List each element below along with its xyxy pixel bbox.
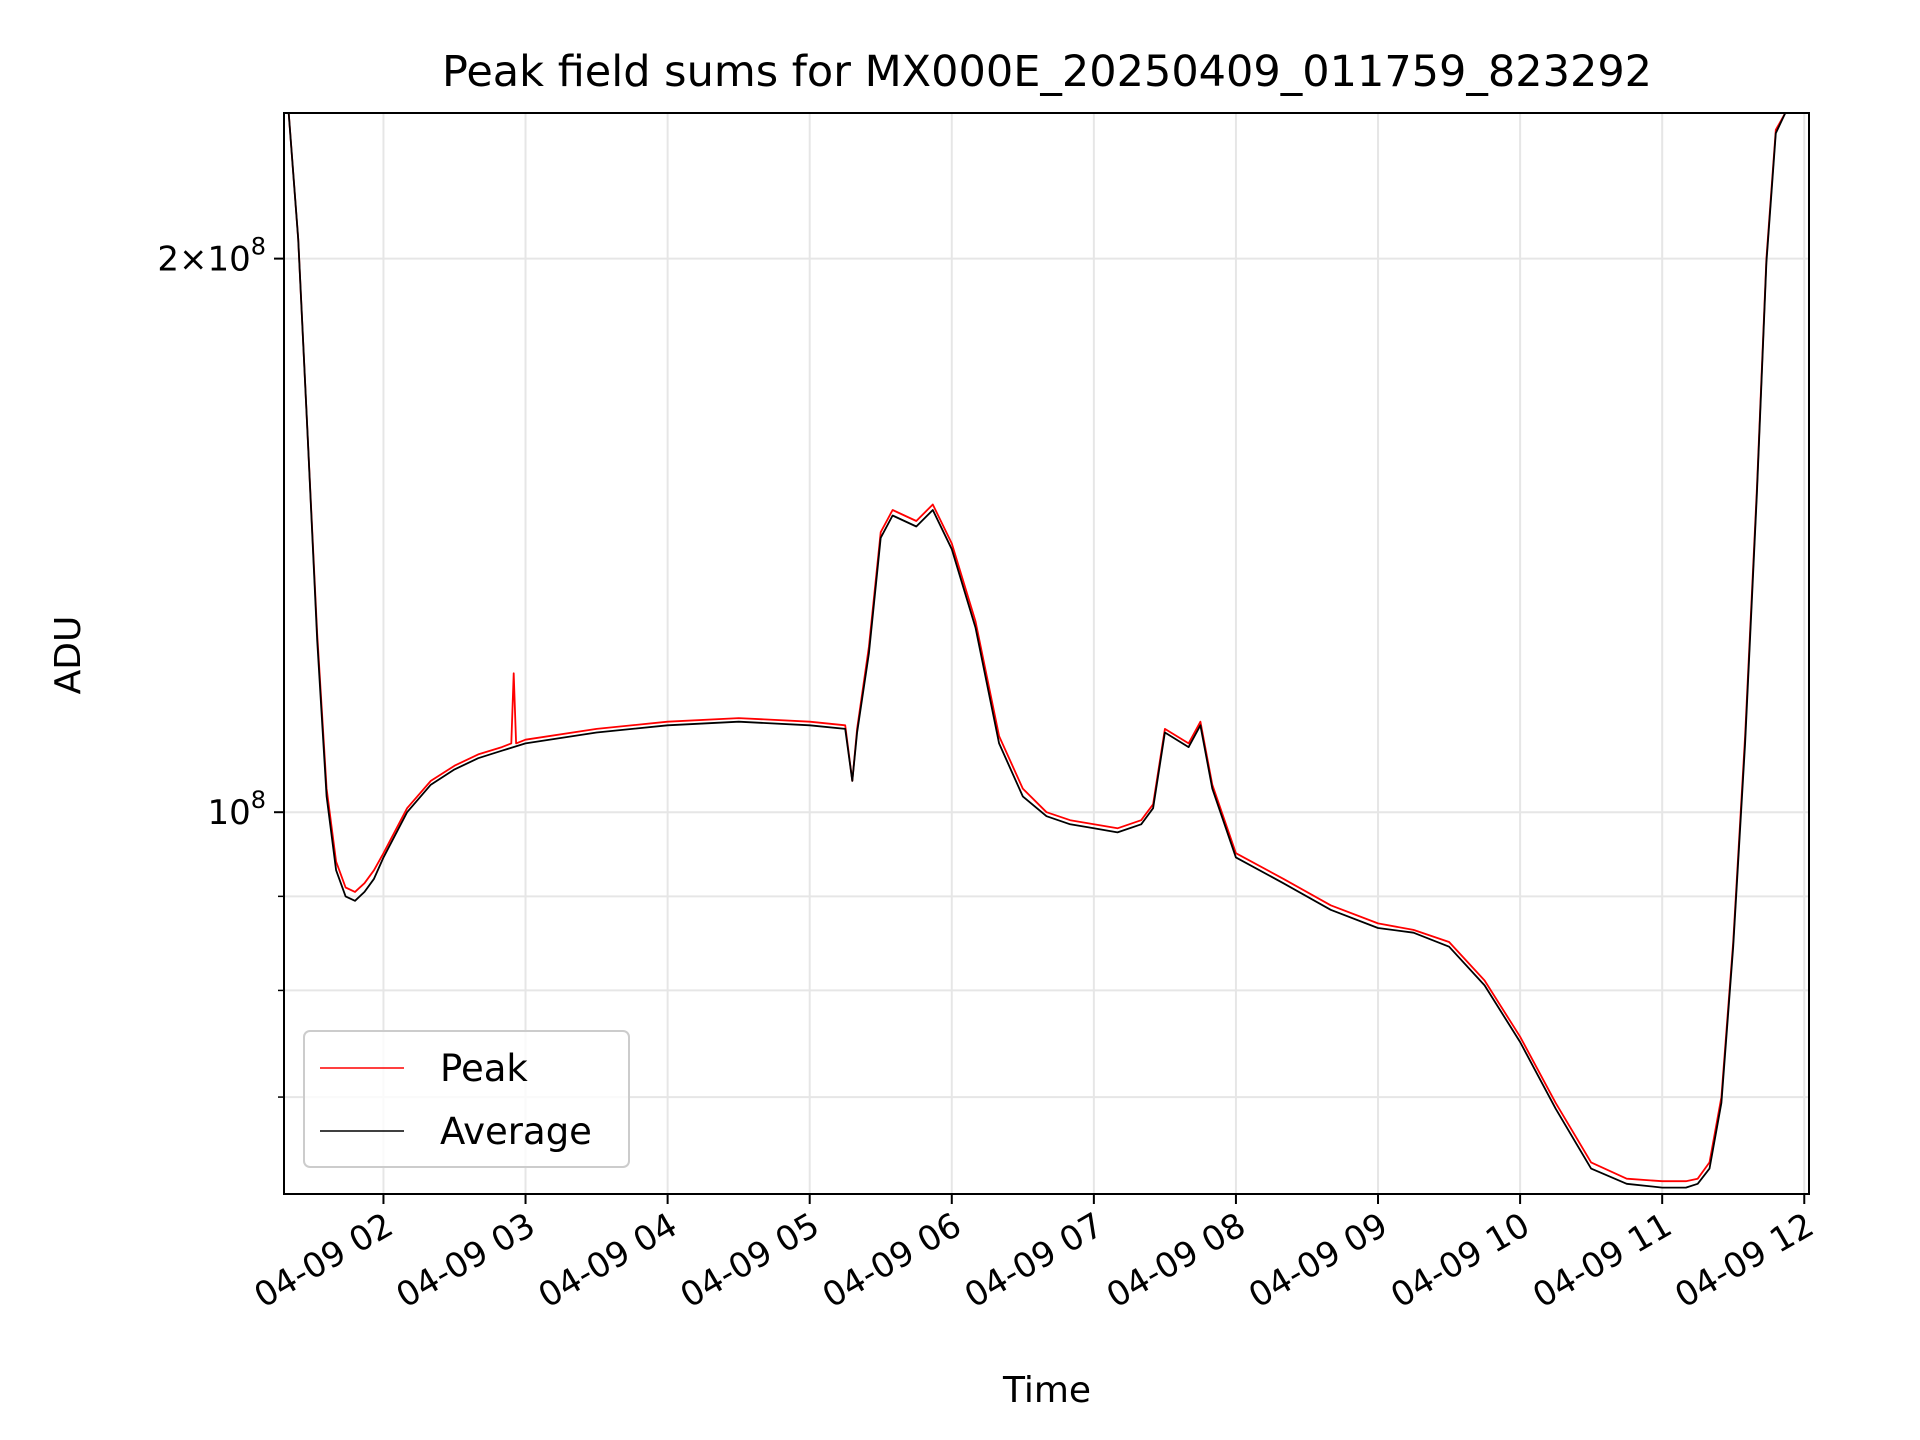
y-axis-ticks: 108 2×108 bbox=[157, 233, 284, 1098]
legend-average-label: Average bbox=[440, 1110, 592, 1153]
y-axis-label: ADU bbox=[48, 616, 89, 695]
series-lines bbox=[287, 113, 1787, 1189]
chart-title: Peak field sums for MX000E_20250409_0117… bbox=[442, 47, 1652, 97]
series-line-average bbox=[287, 113, 1787, 1189]
series-line-peak bbox=[287, 113, 1787, 1183]
plot-frame bbox=[283, 112, 1810, 1195]
legend-peak-label: Peak bbox=[440, 1047, 528, 1090]
x-axis-label: Time bbox=[1002, 1370, 1091, 1411]
y-tick-label: 2×108 bbox=[157, 233, 266, 280]
grid bbox=[284, 113, 1809, 1194]
legend: Peak Average bbox=[303, 1030, 630, 1168]
y-tick-label: 108 bbox=[207, 786, 266, 833]
legend-box bbox=[303, 1030, 630, 1168]
